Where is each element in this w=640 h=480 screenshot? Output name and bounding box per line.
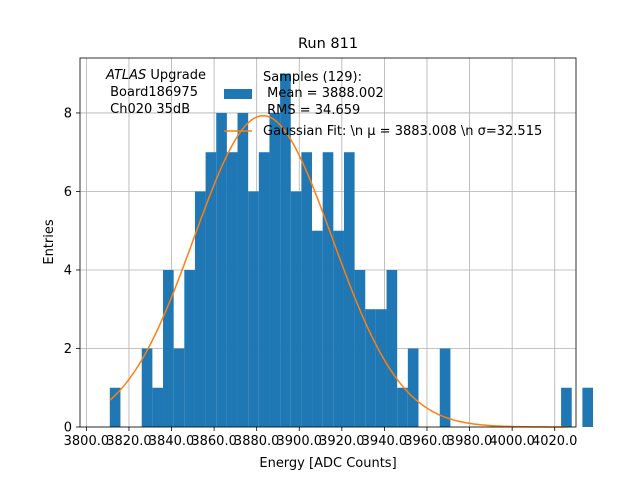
histogram-bar xyxy=(194,191,206,427)
histogram-bar xyxy=(290,191,302,427)
histogram-bar xyxy=(109,387,121,427)
histogram-bar xyxy=(173,348,185,427)
legend-hist-swatch xyxy=(224,89,252,99)
legend-hist-rms: RMS = 34.659 xyxy=(263,103,360,118)
histogram-bar xyxy=(375,309,387,427)
x-tick-label: 4000.0 xyxy=(489,434,535,449)
chart-title: Run 811 xyxy=(298,36,358,52)
annotation-line-1: ATLAS Upgrade xyxy=(105,68,206,83)
legend: Samples (129): Mean = 3888.002 RMS = 34.… xyxy=(224,70,542,139)
histogram-bar xyxy=(582,387,594,427)
y-tick-label: 0 xyxy=(64,421,72,436)
histogram-bar xyxy=(216,112,227,427)
histogram-bar xyxy=(365,309,376,427)
x-axis-label: Energy [ADC Counts] xyxy=(259,456,396,471)
legend-hist-title: Samples (129): xyxy=(263,70,362,85)
y-tick-label: 2 xyxy=(64,342,72,357)
histogram-bar xyxy=(258,152,270,427)
histogram-bar xyxy=(205,152,217,427)
histogram-bar xyxy=(354,269,366,427)
x-tick-label: 3940.0 xyxy=(362,434,408,449)
x-tick-label: 3820.0 xyxy=(106,434,152,449)
histogram-bar xyxy=(163,269,174,427)
histogram-bar xyxy=(343,152,355,427)
legend-hist-mean: Mean = 3888.002 xyxy=(263,86,384,101)
annotation-upgrade: Upgrade xyxy=(146,68,206,83)
histogram-bar xyxy=(248,191,259,427)
y-tick-label: 6 xyxy=(64,185,72,200)
y-tick-label: 8 xyxy=(64,106,72,121)
histogram-bars xyxy=(109,73,594,428)
x-tick-label: 3980.0 xyxy=(447,434,493,449)
x-tick-label: 3960.0 xyxy=(404,434,450,449)
x-tick-label: 4020.0 xyxy=(532,434,578,449)
annotation-channel: Ch020 35dB xyxy=(106,102,190,117)
x-tick-label: 3840.0 xyxy=(149,434,195,449)
histogram-bar xyxy=(407,348,419,427)
histogram-bar xyxy=(280,73,291,428)
histogram-bar xyxy=(301,152,313,427)
x-ticks: 3800.03820.03840.03860.03880.03900.03920… xyxy=(64,427,578,449)
x-tick-label: 3900.0 xyxy=(277,434,323,449)
histogram-bar xyxy=(439,348,451,427)
x-tick-label: 3860.0 xyxy=(191,434,237,449)
histogram-bar xyxy=(184,269,195,427)
histogram-bar xyxy=(141,348,153,427)
x-tick-label: 3920.0 xyxy=(319,434,365,449)
histogram-bar xyxy=(269,112,281,427)
x-tick-label: 3880.0 xyxy=(234,434,280,449)
axes-frame xyxy=(79,57,577,428)
histogram-bar xyxy=(386,269,398,427)
y-tick-label: 4 xyxy=(64,263,72,278)
y-ticks: 0 2 4 6 8 xyxy=(64,106,80,436)
annotation-atlas: ATLAS xyxy=(105,68,146,83)
y-axis-label: Entries xyxy=(42,219,57,265)
histogram-bar xyxy=(226,152,238,427)
histogram-bar xyxy=(152,387,164,427)
histogram-bar xyxy=(237,112,249,427)
atlas-annotation: ATLAS Upgrade Board186975 Ch020 35dB xyxy=(105,68,206,117)
x-tick-label: 3800.0 xyxy=(64,434,110,449)
histogram-bar xyxy=(322,152,334,427)
gaussian-fit-curve xyxy=(109,114,568,428)
legend-fit-label: Gaussian Fit: \n μ = 3883.008 \n σ=32.51… xyxy=(263,124,542,139)
histogram-bar xyxy=(397,387,408,427)
histogram-bar xyxy=(561,387,572,427)
annotation-board: Board186975 xyxy=(106,85,198,100)
histogram-bar xyxy=(312,230,323,427)
histogram-bar xyxy=(333,230,344,427)
